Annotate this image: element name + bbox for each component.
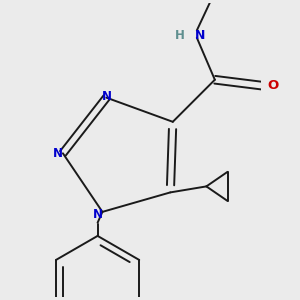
Text: N: N [53,147,63,160]
Text: N: N [194,29,205,42]
Text: H: H [175,29,185,42]
Text: N: N [101,90,111,103]
Text: O: O [268,79,279,92]
Text: N: N [93,208,103,221]
